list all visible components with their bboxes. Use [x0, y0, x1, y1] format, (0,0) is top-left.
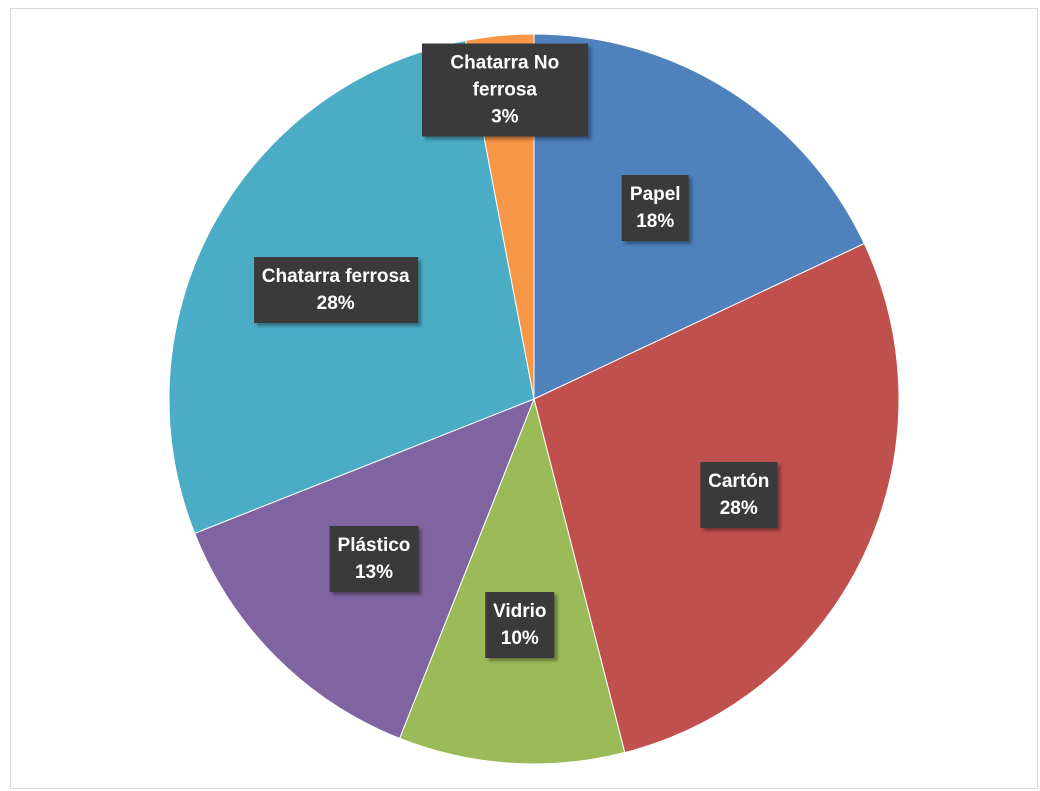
label-value: 3% — [430, 104, 580, 131]
label-value: 13% — [338, 559, 411, 586]
page: (() => { const data = JSON.parse(documen… — [0, 0, 1040, 791]
label-value: 28% — [262, 290, 410, 317]
label-category: Vidrio — [493, 598, 547, 625]
label-category: Chatarra ferrosa — [262, 263, 410, 290]
label-value: 18% — [630, 208, 681, 235]
label-value: 10% — [493, 625, 547, 652]
label-category: Chatarra No ferrosa — [430, 50, 580, 104]
label-category: Plástico — [338, 532, 411, 559]
label-category: Cartón — [708, 468, 769, 495]
label-value: 28% — [708, 495, 769, 522]
label-category: Papel — [630, 181, 681, 208]
